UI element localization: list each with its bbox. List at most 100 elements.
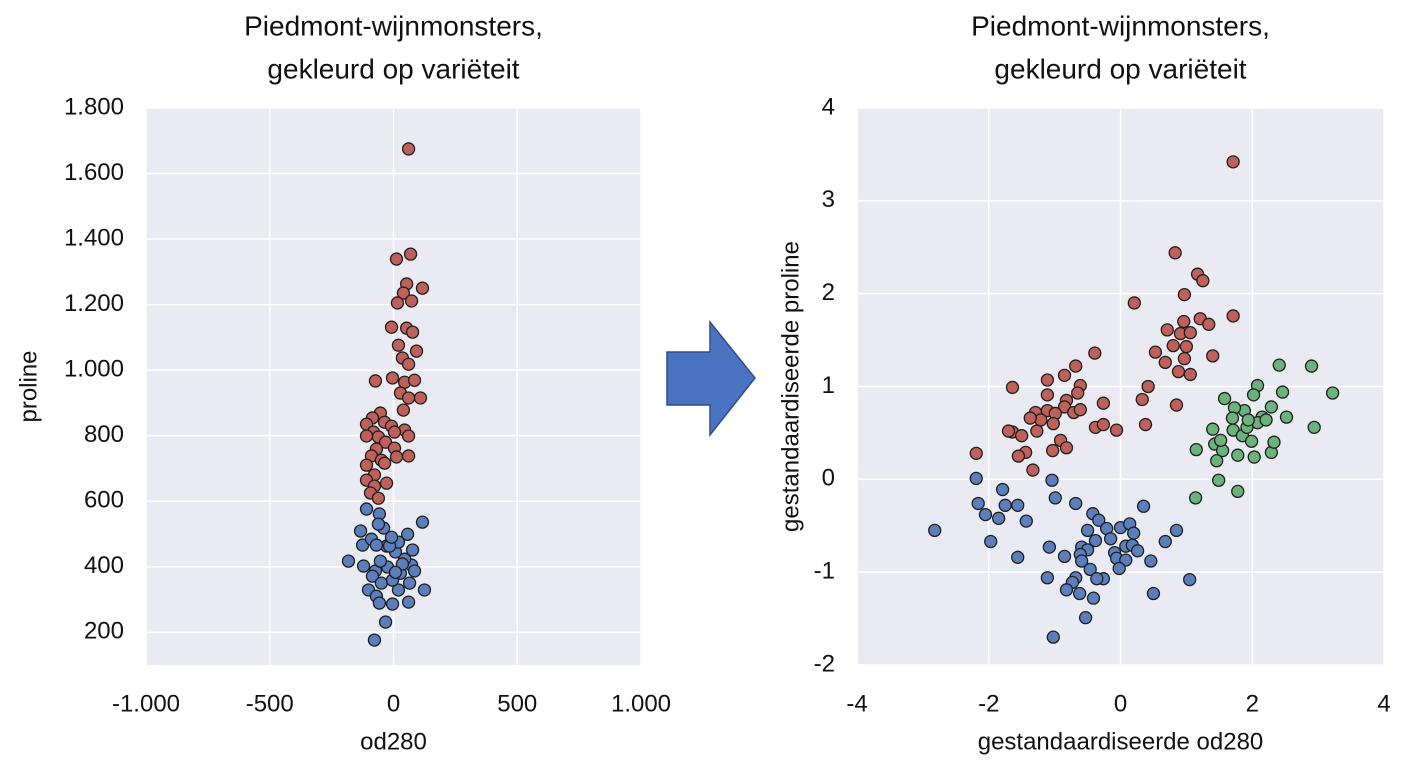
point xyxy=(407,564,422,578)
point xyxy=(1046,630,1060,644)
point xyxy=(367,633,382,647)
point xyxy=(1138,417,1153,432)
point xyxy=(384,320,399,334)
y-tick-label: 1.000 xyxy=(64,355,124,382)
point xyxy=(1231,448,1245,462)
point xyxy=(372,596,387,610)
point xyxy=(400,527,415,541)
point xyxy=(969,446,983,460)
point xyxy=(403,247,418,261)
point xyxy=(353,524,368,538)
y-tick-label: 1.800 xyxy=(64,93,124,120)
point xyxy=(1146,586,1161,601)
point xyxy=(1264,400,1279,414)
point xyxy=(1177,287,1192,302)
y-tick-label: 200 xyxy=(84,618,124,645)
point xyxy=(1144,554,1158,568)
y-tick-label: 4 xyxy=(822,93,835,120)
point xyxy=(1109,423,1124,437)
point xyxy=(1169,398,1184,412)
point xyxy=(391,583,406,597)
point xyxy=(1307,420,1321,434)
x-tick-label: -500 xyxy=(246,690,294,717)
point xyxy=(1011,449,1026,463)
point xyxy=(1086,591,1101,605)
point xyxy=(1074,554,1089,568)
point xyxy=(1196,274,1210,288)
point xyxy=(1127,526,1141,540)
point xyxy=(1088,533,1103,548)
point xyxy=(1136,499,1151,513)
point xyxy=(1023,411,1037,425)
point xyxy=(1001,424,1016,438)
point xyxy=(1135,392,1149,407)
y-tick-label: -2 xyxy=(814,650,835,677)
point xyxy=(373,554,388,568)
point xyxy=(928,523,942,538)
point xyxy=(1225,411,1240,425)
point xyxy=(1259,413,1273,427)
point xyxy=(1226,155,1240,169)
y-tick-label: -1 xyxy=(814,558,835,585)
point xyxy=(1048,491,1062,505)
point xyxy=(1275,385,1290,399)
point xyxy=(1112,561,1126,576)
point xyxy=(1011,550,1025,564)
point xyxy=(1040,388,1055,402)
point xyxy=(401,429,416,443)
point xyxy=(402,576,417,590)
point xyxy=(1183,367,1197,382)
point xyxy=(1246,388,1261,402)
y-tick-label: 1.200 xyxy=(64,290,124,317)
point xyxy=(1096,396,1111,410)
point xyxy=(1127,296,1141,310)
point xyxy=(359,429,374,443)
point xyxy=(1168,246,1182,260)
point xyxy=(978,507,993,522)
chart-title: gekleurd op variëteit xyxy=(267,53,519,84)
chart-title: Piedmont-wijnmonsters, xyxy=(971,10,1270,41)
point xyxy=(1169,523,1184,538)
point xyxy=(1244,434,1259,448)
point xyxy=(1096,417,1111,432)
x-tick-label: 0 xyxy=(1114,690,1127,717)
point xyxy=(1183,572,1197,587)
point xyxy=(1059,583,1074,597)
point xyxy=(1073,403,1087,417)
point xyxy=(1026,463,1040,477)
point xyxy=(998,498,1012,512)
y-tick-label: 3 xyxy=(822,186,835,213)
point xyxy=(404,294,419,308)
point xyxy=(1030,424,1044,438)
point xyxy=(385,597,400,611)
point xyxy=(1057,368,1072,383)
point xyxy=(401,391,416,405)
point xyxy=(1212,473,1226,487)
point xyxy=(415,281,430,295)
point xyxy=(1158,534,1172,549)
point xyxy=(1015,429,1029,443)
point xyxy=(1171,364,1186,379)
point xyxy=(1179,339,1194,354)
point xyxy=(369,538,384,552)
point xyxy=(371,517,386,531)
point xyxy=(341,554,356,568)
point xyxy=(1042,540,1057,554)
point xyxy=(1080,523,1095,538)
point xyxy=(1069,496,1083,511)
y-tick-label: 0 xyxy=(822,465,835,492)
point xyxy=(396,286,411,300)
point xyxy=(1189,442,1203,457)
point xyxy=(1005,380,1020,395)
point xyxy=(1045,473,1059,487)
point xyxy=(405,543,420,557)
point xyxy=(385,371,400,385)
x-tick-label: -1.000 xyxy=(112,690,180,717)
point xyxy=(1148,345,1163,359)
point xyxy=(1279,410,1294,424)
point xyxy=(1090,572,1104,586)
point xyxy=(1213,433,1228,447)
y-axis-label: proline xyxy=(15,350,42,422)
point xyxy=(1241,413,1255,427)
